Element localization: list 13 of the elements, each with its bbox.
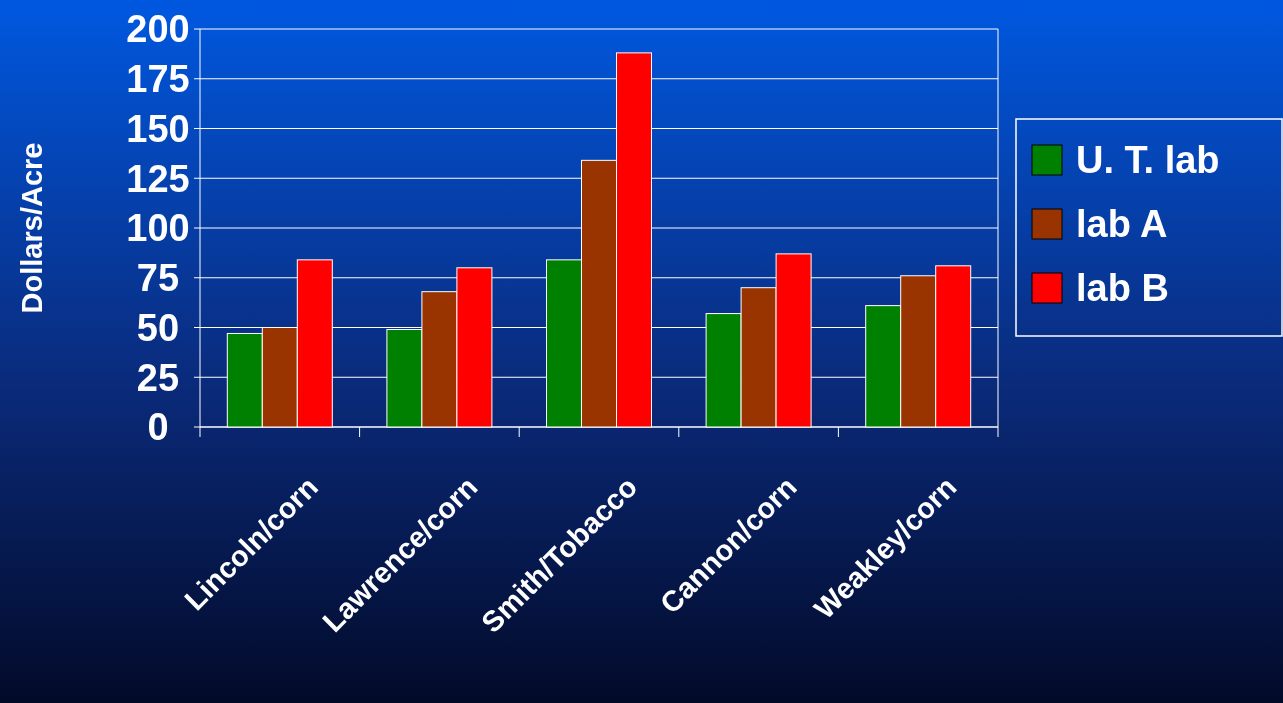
y-tick-label: 125: [126, 157, 190, 200]
y-tick-label: 0: [147, 406, 169, 449]
legend-label: U. T. lab: [1076, 139, 1220, 182]
y-tick-label: 200: [126, 8, 190, 51]
y-tick-label: 75: [136, 257, 180, 300]
legend-label: lab A: [1076, 203, 1168, 246]
y-tick-label: 100: [126, 207, 190, 250]
y-tick-label: 25: [136, 356, 180, 399]
y-tick-label: 175: [126, 58, 190, 101]
y-tick-label: 50: [136, 306, 180, 349]
text: lab B: [1076, 267, 1169, 310]
y-axis-title: Dollars/Acre: [16, 142, 48, 314]
y-tick-label: 150: [126, 107, 190, 150]
